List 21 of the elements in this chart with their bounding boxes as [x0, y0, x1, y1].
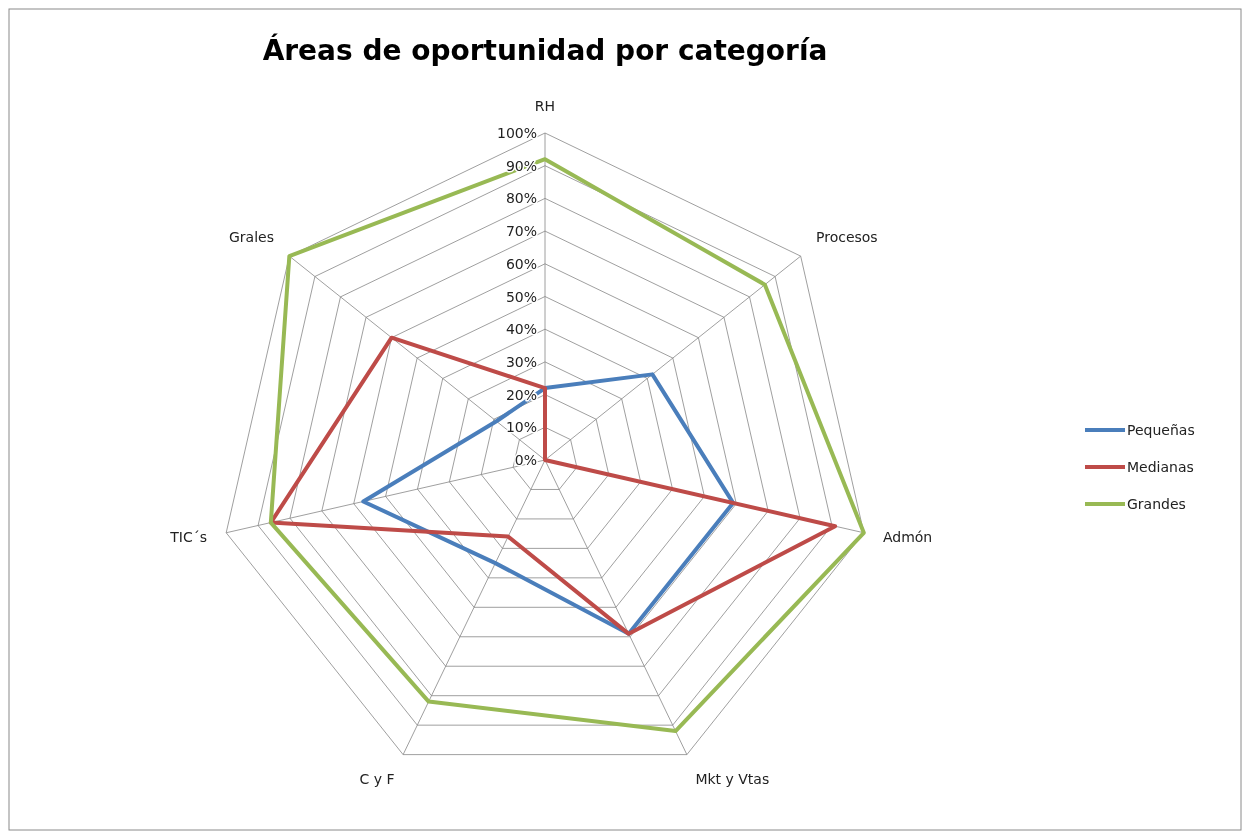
spoke-label: Procesos	[816, 228, 878, 245]
y-tick-label: 80%	[505, 190, 537, 207]
spoke-label: TIC´s	[169, 529, 208, 546]
legend-label: Pequeñas	[1127, 422, 1195, 438]
y-tick-label: 40%	[505, 321, 537, 338]
y-tick-label: 30%	[505, 353, 537, 370]
spoke-label: Mkt y Vtas	[695, 771, 770, 788]
y-tick-label: 70%	[505, 223, 537, 240]
spoke-label: Grales	[229, 228, 274, 245]
y-tick-label: 100%	[496, 125, 537, 141]
spoke-label: C y F	[359, 771, 395, 788]
legend-label: Grandes	[1127, 496, 1186, 512]
spoke-label: RH	[534, 98, 556, 115]
spoke-label: Admón	[882, 529, 933, 546]
chart-title: Áreas de oportunidad por categoría	[262, 33, 828, 67]
legend-label: Medianas	[1127, 459, 1194, 475]
y-tick-label: 50%	[505, 288, 537, 305]
y-tick-label: 0%	[514, 452, 537, 468]
y-tick-label: 20%	[505, 386, 537, 403]
y-tick-label: 60%	[505, 255, 537, 272]
y-tick-label: 10%	[505, 419, 537, 436]
